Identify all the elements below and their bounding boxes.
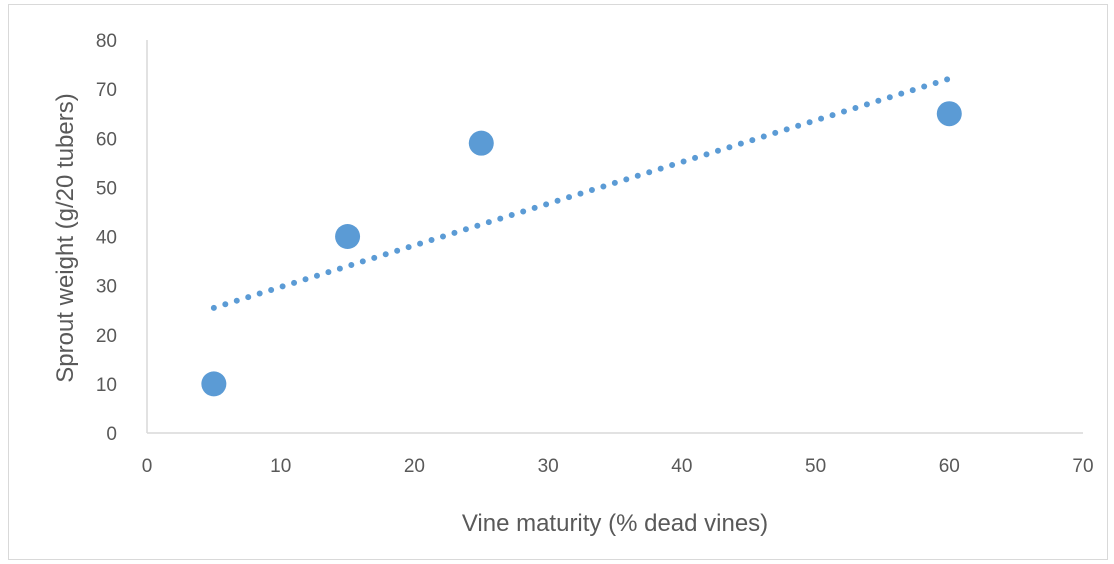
y-tick-label: 70: [96, 80, 117, 101]
y-tick-label: 60: [96, 129, 117, 150]
tick-labels: 0 10 20 30 40 50 60 70 0 10 20 30 40 50 60 70 80: [96, 31, 1094, 477]
data-point: [201, 371, 227, 397]
data-point: [335, 224, 361, 249]
x-tick-label: 30: [538, 456, 559, 477]
data-points: [201, 101, 962, 397]
x-tick-label: 10: [270, 456, 291, 477]
trendline: [210, 75, 953, 311]
y-axis-title: Sprout weight (g/20 tubers): [52, 93, 79, 383]
y-tick-label: 0: [106, 424, 117, 445]
x-axis-title: Vine maturity (% dead vines): [462, 510, 768, 537]
x-tick-label: 50: [805, 456, 826, 477]
x-tick-label: 0: [142, 456, 153, 477]
x-tick-label: 60: [939, 456, 960, 477]
y-tick-label: 80: [96, 31, 117, 52]
axes: [146, 40, 1083, 434]
trendline-layer: [210, 75, 953, 311]
x-tick-label: 40: [671, 456, 692, 477]
y-tick-label: 10: [96, 375, 117, 396]
y-tick-label: 40: [96, 228, 117, 249]
data-point: [468, 130, 494, 156]
data-point: [936, 101, 962, 127]
chart-frame: [8, 4, 1108, 560]
y-tick-label: 30: [96, 277, 117, 298]
x-tick-label: 20: [404, 456, 425, 477]
y-tick-label: 50: [96, 178, 117, 199]
x-tick-label: 70: [1072, 456, 1093, 477]
y-tick-label: 20: [96, 326, 117, 347]
